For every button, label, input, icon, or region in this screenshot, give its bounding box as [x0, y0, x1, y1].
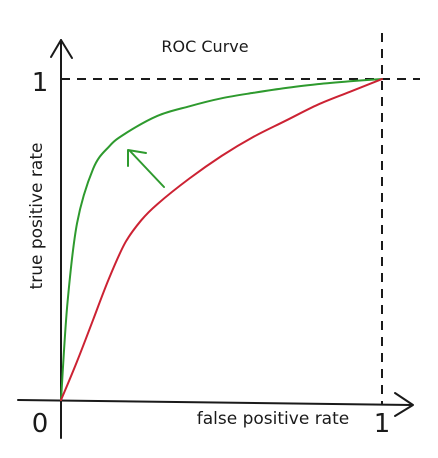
green-arrow-annotation	[127, 149, 165, 188]
x-axis-arrowhead	[394, 392, 414, 417]
y-tick-1: 1	[32, 68, 49, 98]
roc-curve-green	[60, 78, 383, 401]
roc-curve-red	[60, 78, 383, 401]
x-axis-line	[17, 399, 413, 406]
arrow-shaft	[129, 150, 165, 188]
x-axis-label: false positive rate	[197, 409, 349, 429]
x-tick-0: 0	[32, 409, 49, 439]
y-axis-arrowhead	[50, 39, 73, 59]
curves-group	[60, 78, 383, 401]
chart-title: ROC Curve	[161, 37, 248, 56]
x-tick-1: 1	[374, 409, 391, 439]
arrow-head	[127, 149, 147, 167]
y-axis-label: true positive rate	[27, 143, 47, 290]
